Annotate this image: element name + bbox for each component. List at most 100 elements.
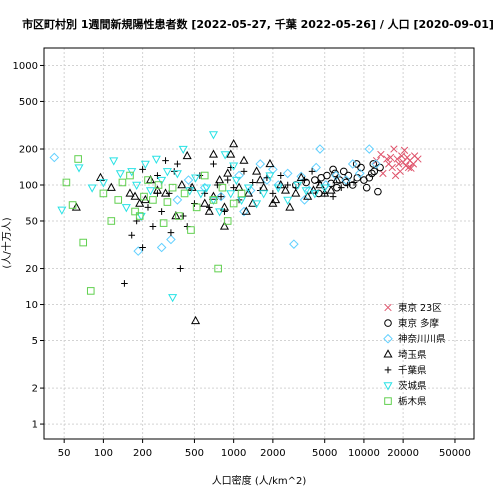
data-point-series-6	[145, 187, 156, 196]
data-point-series-7	[126, 171, 134, 180]
data-point-series-1	[395, 160, 403, 168]
data-point-series-4	[268, 198, 278, 207]
data-point-series-4	[130, 191, 140, 200]
legend-marker	[384, 366, 392, 374]
data-point-series-3	[245, 185, 256, 196]
data-point-series-4	[243, 188, 254, 197]
data-point-series-7	[214, 264, 222, 273]
y-tick-label: 500	[19, 97, 38, 108]
data-point-series-4	[191, 315, 201, 325]
data-point-series-4	[208, 149, 219, 158]
x-tick-label: 200	[133, 448, 152, 459]
data-point-series-1	[404, 163, 413, 172]
data-point-series-4	[71, 202, 81, 211]
data-point-series-4	[204, 206, 214, 215]
data-point-series-7	[218, 183, 227, 192]
data-point-series-1	[400, 146, 409, 154]
data-point-series-6	[202, 184, 212, 193]
data-point-series-6	[57, 206, 67, 215]
data-point-series-5	[224, 176, 231, 184]
data-point-series-4	[145, 175, 156, 184]
data-point-series-6	[162, 168, 172, 177]
data-point-series-5	[191, 200, 198, 207]
x-tick-label: 20000	[387, 448, 419, 459]
data-point-series-6	[157, 176, 167, 186]
data-point-series-7	[68, 201, 77, 209]
data-point-series-5	[230, 184, 237, 191]
data-point-series-6	[151, 155, 161, 165]
x-tick-label: 50	[58, 448, 71, 459]
data-point-series-7	[135, 212, 144, 220]
data-point-series-6	[172, 170, 182, 179]
data-point-series-6	[301, 187, 311, 196]
data-point-series-5	[217, 193, 225, 200]
data-point-series-5	[158, 208, 165, 215]
data-point-series-5	[167, 229, 175, 236]
data-point-series-4	[125, 188, 135, 197]
data-point-series-2	[339, 167, 348, 176]
data-point-series-3	[289, 239, 299, 249]
data-point-series-6	[283, 196, 293, 205]
data-point-series-5	[139, 244, 146, 251]
data-point-series-5	[284, 181, 292, 189]
data-point-series-6	[74, 164, 84, 173]
data-point-series-3	[183, 175, 194, 185]
y-tick-label: 1	[32, 420, 38, 431]
data-point-series-2	[311, 176, 319, 184]
data-point-series-5	[210, 160, 217, 168]
data-point-series-5	[139, 166, 146, 173]
grid	[44, 48, 474, 439]
data-point-series-7	[187, 226, 195, 234]
data-point-series-7	[159, 219, 168, 227]
data-point-series-6	[226, 190, 236, 199]
data-point-series-5	[240, 168, 248, 175]
y-axis-label: (人/十万人)	[0, 217, 13, 268]
data-point-series-6	[191, 174, 201, 183]
data-point-series-7	[107, 217, 116, 225]
data-point-series-2	[335, 176, 344, 184]
data-point-series-6	[310, 190, 320, 199]
legend-label: 東京 23区	[398, 302, 442, 314]
legend-label: 埼玉県	[398, 349, 427, 361]
legend-marker	[383, 333, 393, 344]
data-point-series-5	[350, 179, 358, 186]
data-point-series-6	[265, 172, 275, 181]
data-point-series-5	[154, 172, 161, 179]
x-tick-label: 1000	[221, 448, 246, 459]
y-tick-label: 1000	[13, 61, 38, 72]
data-point-series-6	[115, 170, 125, 179]
data-point-series-3	[166, 234, 176, 245]
data-point-series-1	[410, 152, 419, 160]
data-point-series-3	[364, 144, 375, 154]
data-point-series-6	[259, 190, 269, 199]
data-point-series-7	[154, 181, 163, 189]
data-point-series-4	[315, 179, 325, 189]
legend-label: 千葉県	[398, 364, 427, 376]
x-tick-label: 100	[94, 448, 113, 459]
data-point-series-7	[223, 217, 232, 225]
data-point-series-3	[355, 168, 365, 179]
data-point-series-1	[388, 163, 396, 172]
y-tick-label: 50	[25, 216, 38, 227]
data-point-series-1	[393, 155, 401, 163]
data-point-series-7	[86, 287, 95, 295]
data-point-series-7	[114, 196, 123, 204]
data-point-series-4	[208, 191, 219, 200]
data-point-series-5	[179, 212, 187, 220]
data-point-series-7	[149, 196, 157, 204]
data-point-series-7	[209, 196, 218, 204]
data-point-series-7	[144, 176, 152, 184]
data-point-series-3	[311, 162, 321, 173]
x-tick-label: 5000	[312, 448, 337, 459]
data-point-series-1	[377, 150, 385, 159]
data-point-series-4	[106, 182, 116, 191]
data-point-series-4	[219, 221, 230, 230]
data-point-series-4	[271, 194, 281, 204]
y-tick-label: 100	[19, 180, 38, 191]
data-point-series-7	[131, 207, 139, 216]
data-point-series-5	[205, 204, 213, 211]
data-point-series-4	[215, 175, 225, 184]
data-point-series-5	[329, 193, 337, 200]
